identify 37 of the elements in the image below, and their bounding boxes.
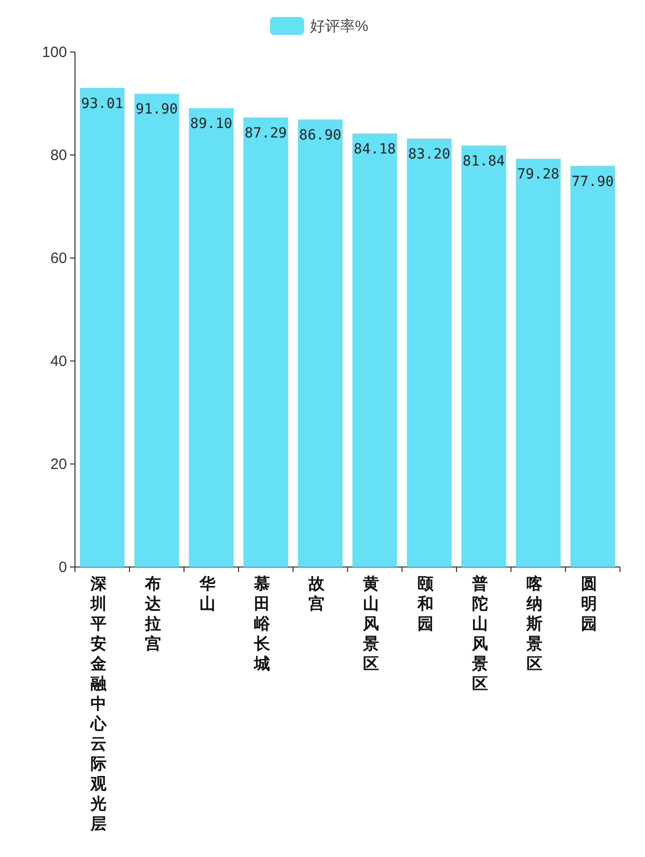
- x-tick-label: 故宫: [307, 575, 326, 613]
- x-tick-label: 华山: [198, 575, 216, 613]
- x-tick-label: 布达拉宫: [144, 575, 162, 653]
- bar: [298, 119, 343, 567]
- y-tick-label: 100: [42, 44, 67, 61]
- legend-label: 好评率%: [310, 18, 368, 35]
- text: 79.28: [517, 166, 560, 183]
- x-tick-label: 黄山风景区: [362, 575, 379, 673]
- bar: [406, 138, 452, 567]
- bar: [570, 166, 616, 567]
- bar: [352, 133, 398, 567]
- x-tick-label: 颐和园: [416, 576, 434, 633]
- text: 86.90: [299, 127, 342, 144]
- bar: [243, 117, 288, 567]
- text: 93.01: [81, 96, 124, 112]
- bar: [134, 94, 180, 567]
- bar: [461, 146, 506, 567]
- text: 84.18: [354, 141, 396, 158]
- x-tick-label: 圆明园: [580, 576, 597, 633]
- text: 77.90: [572, 174, 614, 190]
- text: 87.29: [244, 125, 287, 142]
- x-tick-label: 喀纳斯景区: [525, 575, 544, 673]
- bar: [516, 158, 561, 567]
- y-tick-label: 60: [50, 250, 67, 267]
- text: 81.84: [462, 154, 505, 170]
- x-tick-label: 普陀山风景区: [470, 574, 488, 693]
- y-tick-label: 80: [50, 147, 67, 164]
- bar: [188, 108, 234, 567]
- y-tick-label: 20: [50, 456, 67, 473]
- x-tick-label: 慕田峪长城: [252, 575, 271, 673]
- text: 89.10: [190, 116, 232, 132]
- text: 83.20: [408, 146, 450, 163]
- y-tick-label: 0: [58, 559, 67, 576]
- y-tick-label: 40: [50, 353, 67, 370]
- category-label: 深圳平安金融中心云际观光层: [90, 576, 106, 833]
- text: 91.90: [136, 102, 178, 118]
- bar: [80, 88, 125, 567]
